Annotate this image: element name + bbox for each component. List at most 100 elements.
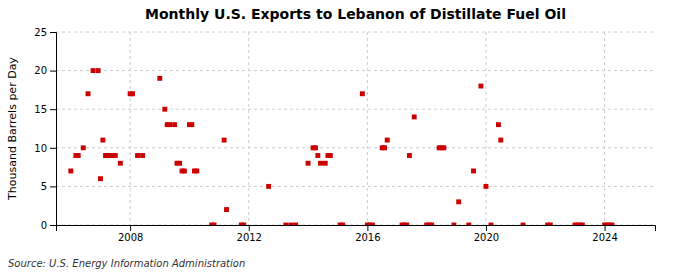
chart-svg: 2008 2012 2016 2020 2024 0 5 10 15 20 25 Monthly U.…	[0, 0, 675, 275]
point	[360, 91, 365, 96]
point	[478, 84, 483, 89]
grid-line-y	[56, 32, 655, 33]
point	[456, 199, 461, 204]
y-axis-title: Thousand Barrels per Day	[6, 57, 19, 201]
point	[241, 223, 246, 225]
grid-line-x	[367, 32, 368, 225]
y-tick-mark	[50, 225, 56, 226]
grid-line-x	[485, 32, 486, 225]
point	[306, 161, 311, 166]
x-tick: 2024	[592, 225, 617, 243]
grid-line-y	[56, 186, 655, 187]
point	[172, 122, 177, 127]
point	[323, 161, 328, 166]
x-tick-mark	[367, 225, 368, 231]
point	[182, 169, 187, 174]
point	[498, 138, 503, 143]
x-tick-label: 2016	[355, 232, 380, 243]
point	[610, 223, 615, 225]
point	[315, 153, 320, 158]
point	[222, 138, 227, 143]
y-tick-label: 5	[41, 181, 47, 192]
point	[471, 169, 476, 174]
point	[404, 223, 409, 225]
x-tick: 2012	[237, 225, 262, 243]
x-axis: 2008 2012 2016 2020 2024	[57, 225, 656, 243]
point	[140, 153, 145, 158]
points	[68, 68, 614, 225]
y-tick-mark	[50, 109, 56, 110]
point	[212, 223, 217, 225]
y-tick-label: 25	[34, 27, 47, 38]
point	[385, 138, 390, 143]
point	[157, 76, 162, 81]
x-tick-mark	[486, 225, 487, 231]
point	[313, 145, 318, 150]
x-tick: 2020	[474, 225, 499, 243]
point	[580, 223, 585, 225]
grid-line-x	[248, 32, 249, 225]
y-axis-line	[50, 33, 57, 226]
point	[496, 122, 501, 127]
point	[91, 68, 96, 73]
point	[76, 153, 81, 158]
point	[412, 114, 417, 119]
x-tick: 2008	[118, 225, 143, 243]
point	[224, 207, 229, 212]
point	[407, 153, 412, 158]
y-tick: 15	[34, 104, 56, 115]
y-tick-mark	[50, 148, 56, 149]
grid-line-y	[56, 109, 655, 110]
y-tick-mark	[50, 32, 56, 33]
point	[177, 161, 182, 166]
point	[96, 68, 101, 73]
point	[489, 223, 494, 225]
y-tick: 10	[34, 143, 56, 154]
annotation: Source: U.S. Energy Information Administ…	[8, 258, 245, 269]
y-tick-label: 20	[34, 65, 47, 76]
point	[135, 153, 140, 158]
x-tick-label: 2020	[474, 232, 499, 243]
point	[318, 161, 323, 166]
point	[328, 153, 333, 158]
point	[86, 91, 91, 96]
point	[340, 223, 345, 225]
y-tick: 25	[34, 27, 56, 38]
grid-line-y	[56, 147, 655, 148]
point	[167, 122, 172, 127]
point	[288, 223, 293, 225]
point	[370, 223, 375, 225]
y-tick-label: 0	[41, 220, 47, 231]
x-tick-mark	[130, 225, 131, 231]
y-tick-mark	[50, 186, 56, 187]
point	[118, 161, 123, 166]
point	[189, 122, 194, 127]
point	[130, 91, 135, 96]
x-tick: 2016	[355, 225, 380, 243]
x-tick-mark	[249, 225, 250, 231]
y-tick-label: 10	[34, 143, 47, 154]
grid-line-x	[130, 32, 131, 225]
point	[452, 223, 457, 225]
grid-line-x	[604, 32, 605, 225]
point	[100, 138, 105, 143]
point	[266, 184, 271, 189]
point	[429, 223, 434, 225]
y-axis: 0 5 10 15 20 25	[34, 27, 56, 231]
point	[521, 223, 526, 225]
y-tick: 20	[34, 65, 56, 76]
point	[194, 169, 199, 174]
point	[293, 223, 298, 225]
point	[441, 145, 446, 150]
point	[98, 176, 103, 181]
plot-area: 2008 2012 2016 2020 2024 0 5 10 15 20 25	[34, 27, 655, 243]
grid-line-y	[56, 70, 655, 71]
point	[484, 184, 489, 189]
y-tick-mark	[50, 71, 56, 72]
chart-container: 2008 2012 2016 2020 2024 0 5 10 15 20 25 Monthly U.…	[0, 0, 675, 275]
point	[466, 223, 471, 225]
point	[382, 145, 387, 150]
point	[548, 223, 553, 225]
x-tick-mark	[605, 225, 606, 231]
title: Monthly U.S. Exports to Lebanon of Disti…	[145, 6, 566, 22]
